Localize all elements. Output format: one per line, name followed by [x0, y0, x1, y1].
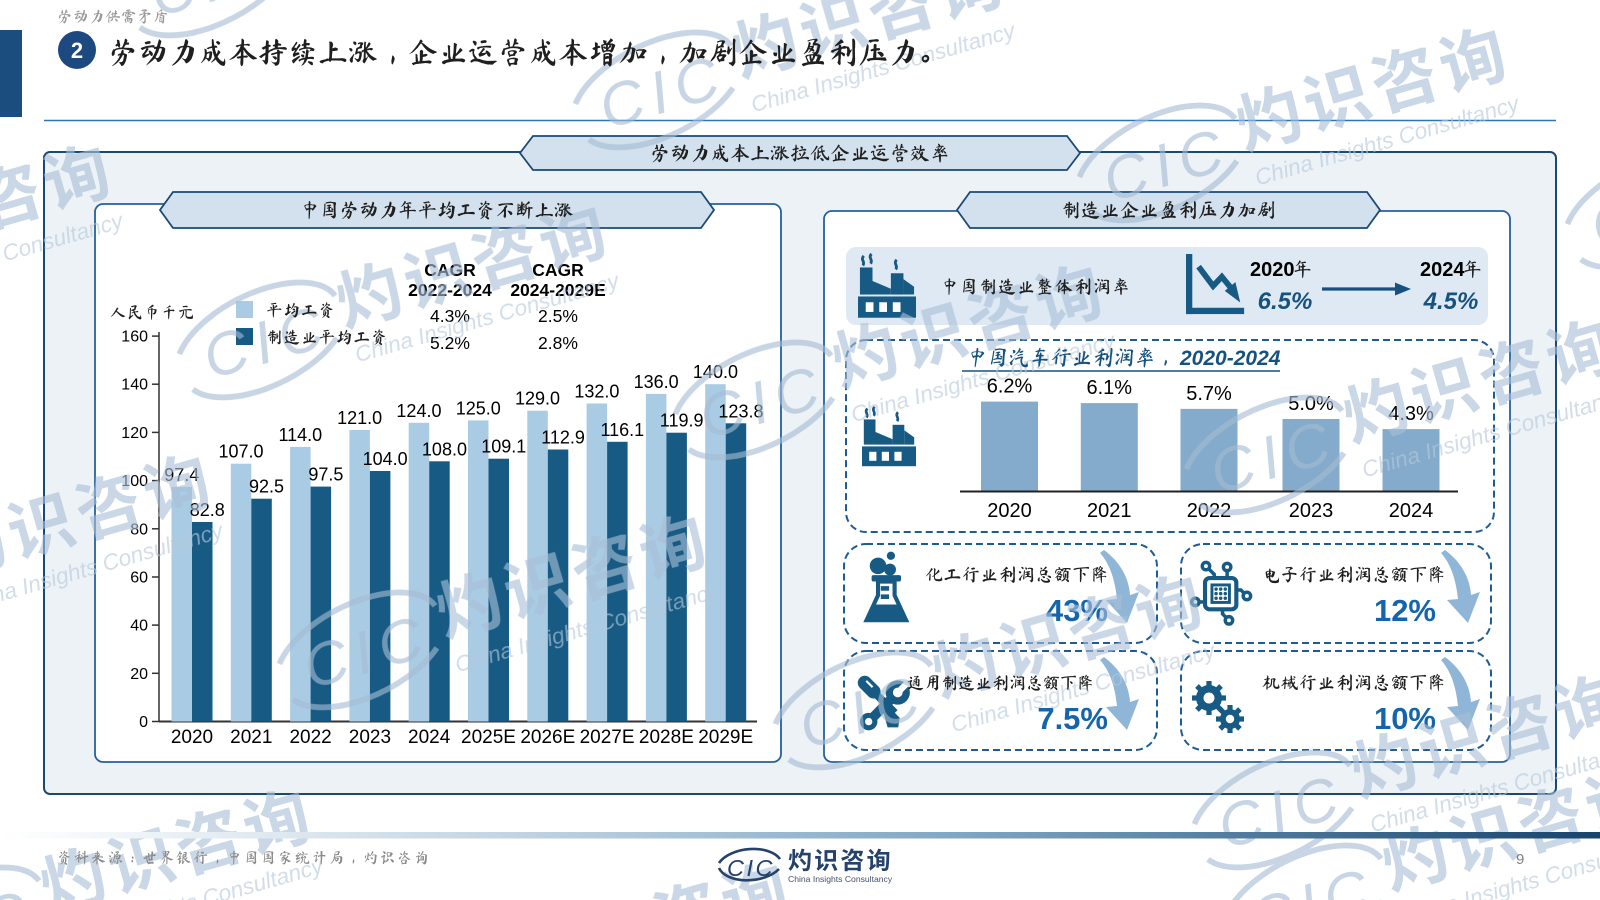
- svg-text:6.5%: 6.5%: [1258, 288, 1313, 315]
- svg-text:2.5%: 2.5%: [538, 306, 578, 326]
- svg-text:129.0: 129.0: [515, 389, 560, 409]
- svg-text:6.1%: 6.1%: [1087, 377, 1133, 399]
- svg-text:2028E: 2028E: [639, 727, 694, 748]
- svg-text:40: 40: [130, 618, 148, 635]
- svg-text:132.0: 132.0: [574, 382, 619, 402]
- svg-text:2025E: 2025E: [461, 727, 516, 748]
- svg-text:2026E: 2026E: [520, 727, 575, 748]
- svg-text:2024: 2024: [1389, 500, 1434, 522]
- svg-text:120: 120: [121, 425, 148, 442]
- svg-text:2020: 2020: [987, 500, 1032, 522]
- svg-text:107.0: 107.0: [219, 442, 264, 462]
- svg-text:9: 9: [1516, 851, 1524, 868]
- svg-text:2021: 2021: [1087, 500, 1132, 522]
- svg-text:108.0: 108.0: [422, 439, 467, 459]
- svg-text:2020: 2020: [171, 727, 213, 748]
- svg-text:2024: 2024: [408, 727, 451, 748]
- svg-text:CIC: CIC: [727, 855, 775, 881]
- svg-text:97.5: 97.5: [308, 465, 343, 485]
- svg-text:2: 2: [71, 38, 83, 63]
- svg-text:20: 20: [130, 666, 148, 683]
- svg-text:124.0: 124.0: [396, 401, 441, 421]
- svg-text:0: 0: [139, 714, 148, 731]
- svg-text:2023: 2023: [349, 727, 391, 748]
- svg-text:60: 60: [130, 569, 148, 586]
- svg-text:92.5: 92.5: [249, 477, 284, 497]
- svg-text:136.0: 136.0: [634, 372, 679, 392]
- svg-text:4.3%: 4.3%: [430, 306, 470, 326]
- svg-text:2.8%: 2.8%: [538, 333, 578, 353]
- svg-text:123.8: 123.8: [718, 401, 763, 421]
- svg-text:116.1: 116.1: [600, 420, 644, 440]
- svg-text:2029E: 2029E: [698, 727, 753, 748]
- svg-text:2027E: 2027E: [580, 727, 635, 748]
- svg-text:160: 160: [121, 329, 148, 346]
- svg-text:119.9: 119.9: [660, 411, 704, 431]
- svg-text:112.9: 112.9: [541, 428, 585, 448]
- svg-text:2020-2024: 2020-2024: [1179, 347, 1281, 370]
- svg-text:5.2%: 5.2%: [430, 333, 470, 353]
- svg-text:140: 140: [121, 377, 148, 394]
- svg-text:109.1: 109.1: [481, 437, 526, 457]
- svg-text:2024-2029E: 2024-2029E: [510, 280, 605, 300]
- svg-text:121.0: 121.0: [337, 408, 382, 428]
- svg-text:CAGR: CAGR: [532, 260, 584, 280]
- svg-text:2022: 2022: [289, 727, 331, 748]
- svg-text:2024: 2024: [1420, 259, 1465, 281]
- svg-text:125.0: 125.0: [456, 398, 501, 418]
- svg-text:12%: 12%: [1374, 593, 1436, 628]
- svg-text:104.0: 104.0: [363, 449, 408, 469]
- svg-text:2023: 2023: [1289, 500, 1334, 522]
- svg-text:4.5%: 4.5%: [1423, 288, 1479, 315]
- svg-text:114.0: 114.0: [278, 425, 322, 445]
- svg-text:6.2%: 6.2%: [987, 376, 1033, 398]
- svg-text:7.5%: 7.5%: [1037, 701, 1108, 736]
- svg-text:5.7%: 5.7%: [1186, 383, 1232, 405]
- svg-text:2021: 2021: [230, 727, 272, 748]
- svg-text:China Insights Consultancy: China Insights Consultancy: [788, 874, 893, 884]
- svg-text:2020: 2020: [1250, 259, 1295, 281]
